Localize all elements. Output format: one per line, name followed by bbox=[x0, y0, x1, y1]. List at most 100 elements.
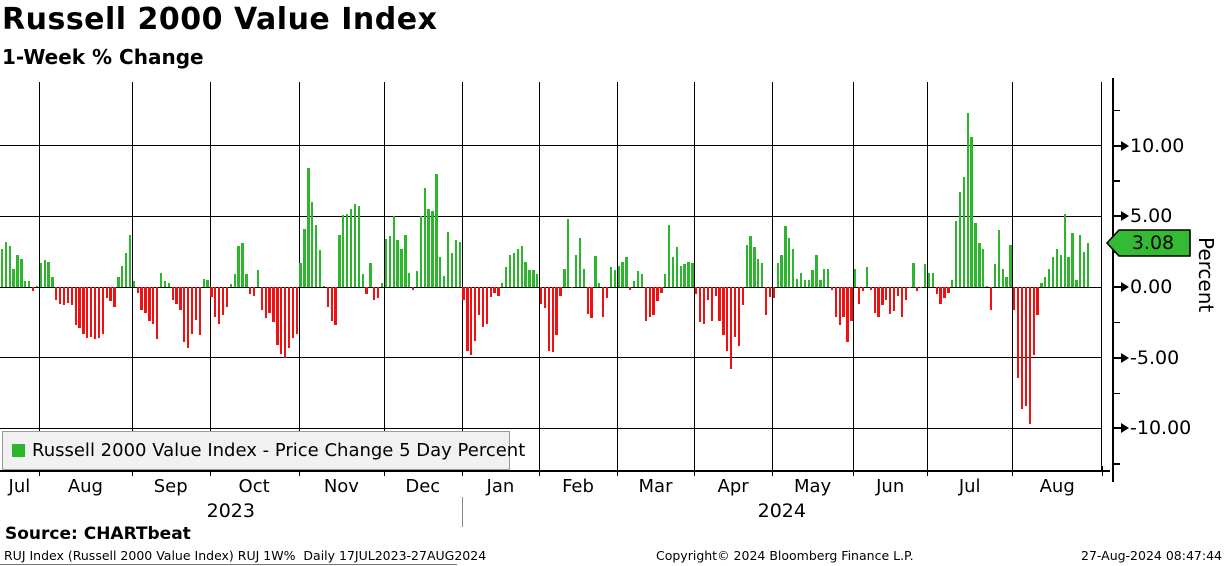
bar bbox=[342, 214, 345, 287]
bar bbox=[249, 287, 252, 295]
bar bbox=[966, 113, 969, 287]
bar bbox=[396, 240, 399, 287]
bar bbox=[586, 287, 589, 314]
x-tick bbox=[384, 466, 385, 476]
bar bbox=[435, 173, 438, 287]
bar bbox=[644, 287, 647, 321]
bar bbox=[1079, 234, 1082, 287]
bar bbox=[1063, 213, 1066, 287]
bar bbox=[811, 270, 814, 287]
bar bbox=[276, 287, 279, 345]
last-value-tag: 3.08 bbox=[1106, 229, 1191, 258]
bar bbox=[411, 287, 415, 290]
bar bbox=[229, 284, 232, 287]
bar bbox=[1028, 287, 1031, 425]
bar bbox=[1082, 251, 1086, 288]
bar bbox=[621, 261, 624, 287]
bar bbox=[78, 287, 81, 328]
bar bbox=[86, 287, 89, 338]
bar bbox=[842, 287, 845, 317]
bar bbox=[361, 274, 364, 287]
bar bbox=[225, 287, 229, 307]
bar bbox=[27, 281, 31, 287]
footer-timestamp: 27-Aug-2024 08:47:44 bbox=[1081, 548, 1222, 563]
h-gridline bbox=[0, 427, 1102, 429]
bar bbox=[671, 257, 675, 287]
bar bbox=[505, 267, 508, 287]
bar bbox=[439, 257, 442, 287]
bar bbox=[799, 272, 803, 287]
bar bbox=[764, 287, 768, 316]
bar bbox=[423, 188, 426, 287]
bar bbox=[497, 287, 500, 296]
bar bbox=[303, 229, 306, 287]
bar bbox=[648, 287, 651, 317]
v-gridline bbox=[539, 82, 541, 470]
bar bbox=[24, 281, 27, 287]
bar bbox=[322, 285, 326, 287]
year-label: 2024 bbox=[757, 500, 806, 522]
bar bbox=[1009, 244, 1012, 287]
bar bbox=[377, 287, 380, 299]
bar bbox=[159, 272, 163, 287]
bar bbox=[803, 279, 807, 287]
y-tick-label: 5.00 bbox=[1130, 205, 1173, 228]
bar bbox=[1048, 268, 1051, 287]
bar bbox=[768, 287, 772, 297]
bar bbox=[291, 287, 295, 338]
bar bbox=[993, 264, 997, 287]
bar bbox=[609, 267, 613, 287]
bar bbox=[524, 261, 527, 287]
bar bbox=[1020, 287, 1024, 409]
bar bbox=[613, 270, 616, 287]
bar bbox=[16, 254, 19, 287]
bar bbox=[443, 275, 446, 287]
bar bbox=[132, 281, 136, 287]
bar bbox=[12, 268, 15, 287]
bar bbox=[1024, 287, 1028, 406]
bar bbox=[446, 231, 450, 287]
x-tick bbox=[853, 466, 855, 476]
bar bbox=[854, 268, 857, 287]
bar bbox=[978, 243, 981, 287]
x-axis-line bbox=[0, 470, 1110, 472]
h-gridline bbox=[0, 145, 1102, 147]
bar bbox=[858, 287, 861, 304]
bar bbox=[780, 254, 783, 287]
bar bbox=[272, 287, 275, 323]
x-tick bbox=[1012, 466, 1014, 476]
bar bbox=[295, 287, 298, 334]
bar bbox=[838, 287, 841, 326]
bar bbox=[633, 281, 636, 287]
month-label: Jul bbox=[8, 476, 31, 497]
bar bbox=[629, 287, 632, 290]
bar bbox=[640, 274, 644, 287]
bar bbox=[508, 254, 512, 287]
bar bbox=[726, 287, 729, 351]
y-tick-arrow-icon bbox=[1121, 423, 1129, 434]
bar bbox=[353, 203, 357, 287]
bar bbox=[136, 287, 139, 293]
v-gridline bbox=[461, 82, 463, 470]
bar bbox=[745, 244, 748, 287]
y-tick-major bbox=[1114, 286, 1122, 288]
bar bbox=[536, 274, 539, 287]
bar bbox=[574, 254, 578, 287]
bar bbox=[380, 282, 384, 287]
month-label: Aug bbox=[67, 476, 103, 497]
bar bbox=[256, 270, 260, 287]
bar bbox=[772, 287, 775, 299]
bar bbox=[415, 271, 419, 287]
bar bbox=[175, 287, 178, 304]
bar bbox=[326, 287, 329, 307]
x-tick bbox=[1102, 466, 1103, 476]
bar bbox=[113, 287, 116, 307]
bar bbox=[1036, 287, 1039, 316]
bar bbox=[8, 246, 11, 287]
bar bbox=[477, 287, 481, 316]
bar bbox=[776, 263, 779, 287]
bar bbox=[962, 176, 966, 287]
bar bbox=[318, 250, 322, 287]
bar bbox=[221, 287, 225, 316]
bar bbox=[543, 287, 547, 309]
